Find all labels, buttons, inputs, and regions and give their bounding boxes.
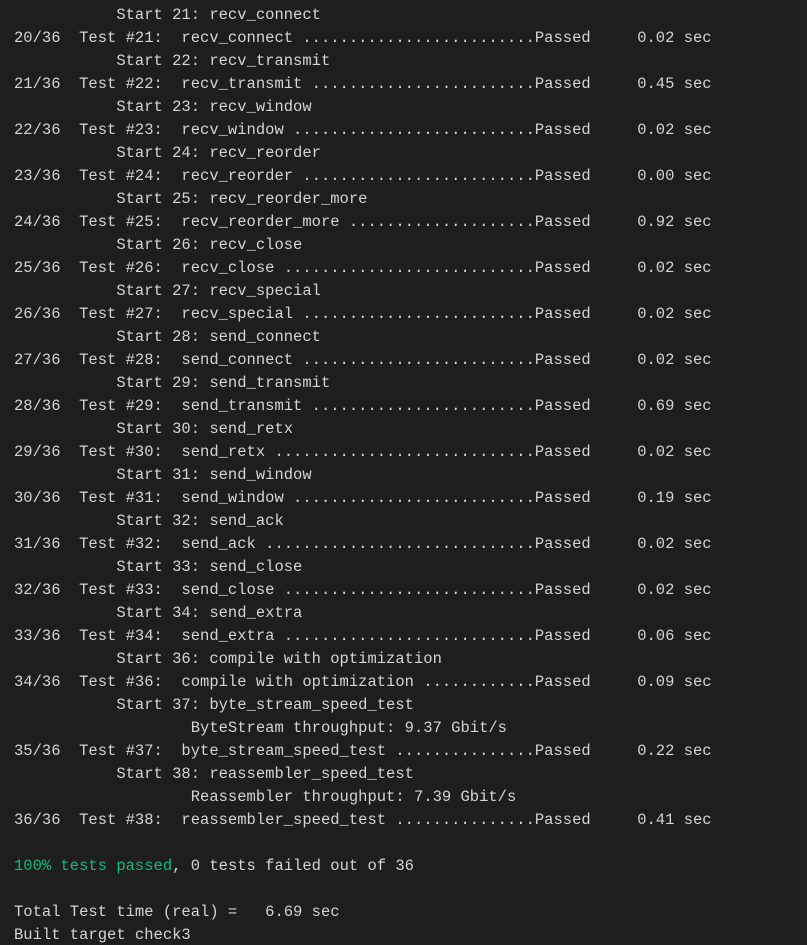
test-result-line: 23/36 Test #24: recv_reorder ...........… bbox=[14, 165, 793, 188]
test-start-line: Start 32: send_ack bbox=[14, 510, 793, 533]
test-start-line: Start 34: send_extra bbox=[14, 602, 793, 625]
test-result-line: 35/36 Test #37: byte_stream_speed_test .… bbox=[14, 740, 793, 763]
test-start-line: Start 37: byte_stream_speed_test bbox=[14, 694, 793, 717]
test-extra-output: ByteStream throughput: 9.37 Gbit/s bbox=[14, 717, 793, 740]
test-start-line: Start 31: send_window bbox=[14, 464, 793, 487]
test-result-line: 24/36 Test #25: recv_reorder_more ......… bbox=[14, 211, 793, 234]
test-result-line: 33/36 Test #34: send_extra .............… bbox=[14, 625, 793, 648]
tests-passed-text: 100% tests passed bbox=[14, 857, 172, 875]
test-result-line: 32/36 Test #33: send_close .............… bbox=[14, 579, 793, 602]
test-result-line: 20/36 Test #21: recv_connect ...........… bbox=[14, 27, 793, 50]
test-start-line: Start 25: recv_reorder_more bbox=[14, 188, 793, 211]
test-start-line: Start 38: reassembler_speed_test bbox=[14, 763, 793, 786]
tests-failed-text: , 0 tests failed out of 36 bbox=[172, 857, 414, 875]
test-result-line: 34/36 Test #36: compile with optimizatio… bbox=[14, 671, 793, 694]
summary-passed-line: 100% tests passed, 0 tests failed out of… bbox=[14, 855, 793, 878]
test-start-line: Start 30: send_retx bbox=[14, 418, 793, 441]
test-start-line: Start 29: send_transmit bbox=[14, 372, 793, 395]
test-start-line: Start 36: compile with optimization bbox=[14, 648, 793, 671]
total-test-time-line: Total Test time (real) = 6.69 sec bbox=[14, 901, 793, 924]
built-target-line: Built target check3 bbox=[14, 924, 793, 945]
test-result-line: 22/36 Test #23: recv_window ............… bbox=[14, 119, 793, 142]
blank-line bbox=[14, 878, 793, 901]
test-result-line: 29/36 Test #30: send_retx ..............… bbox=[14, 441, 793, 464]
terminal-output: Start 21: recv_connect20/36 Test #21: re… bbox=[0, 0, 807, 945]
test-start-line: Start 27: recv_special bbox=[14, 280, 793, 303]
test-extra-output: Reassembler throughput: 7.39 Gbit/s bbox=[14, 786, 793, 809]
test-result-line: 25/36 Test #26: recv_close .............… bbox=[14, 257, 793, 280]
test-start-line: Start 28: send_connect bbox=[14, 326, 793, 349]
test-start-line: Start 24: recv_reorder bbox=[14, 142, 793, 165]
test-start-line: Start 33: send_close bbox=[14, 556, 793, 579]
test-result-line: 36/36 Test #38: reassembler_speed_test .… bbox=[14, 809, 793, 832]
test-start-line: Start 22: recv_transmit bbox=[14, 50, 793, 73]
test-start-line: Start 23: recv_window bbox=[14, 96, 793, 119]
test-start-line: Start 21: recv_connect bbox=[14, 4, 793, 27]
test-result-line: 21/36 Test #22: recv_transmit ..........… bbox=[14, 73, 793, 96]
test-result-line: 26/36 Test #27: recv_special ...........… bbox=[14, 303, 793, 326]
test-result-line: 27/36 Test #28: send_connect ...........… bbox=[14, 349, 793, 372]
test-result-line: 30/36 Test #31: send_window ............… bbox=[14, 487, 793, 510]
test-result-line: 28/36 Test #29: send_transmit ..........… bbox=[14, 395, 793, 418]
test-start-line: Start 26: recv_close bbox=[14, 234, 793, 257]
test-result-line: 31/36 Test #32: send_ack ...............… bbox=[14, 533, 793, 556]
blank-line bbox=[14, 832, 793, 855]
